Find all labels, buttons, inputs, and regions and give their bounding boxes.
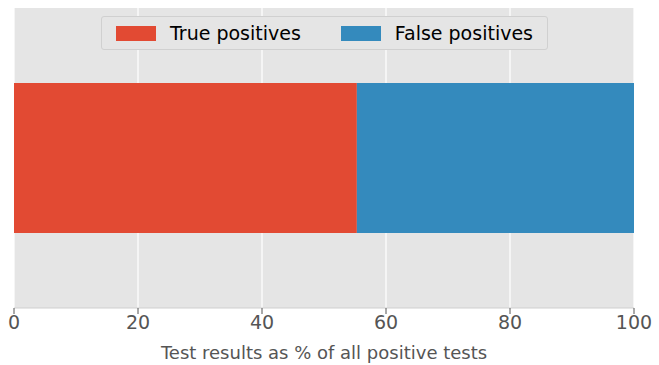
svg-text:100: 100 <box>616 311 651 333</box>
svg-text:Test results as % of all posit: Test results as % of all positive tests <box>160 342 487 363</box>
svg-text:0: 0 <box>8 311 20 333</box>
svg-text:60: 60 <box>374 311 398 333</box>
svg-text:80: 80 <box>498 311 522 333</box>
html-text:False positives: False positives <box>394 22 533 44</box>
html-text:True positives: True positives <box>170 22 301 44</box>
svg-text:40: 40 <box>250 311 274 333</box>
svg-text:20: 20 <box>126 311 150 333</box>
